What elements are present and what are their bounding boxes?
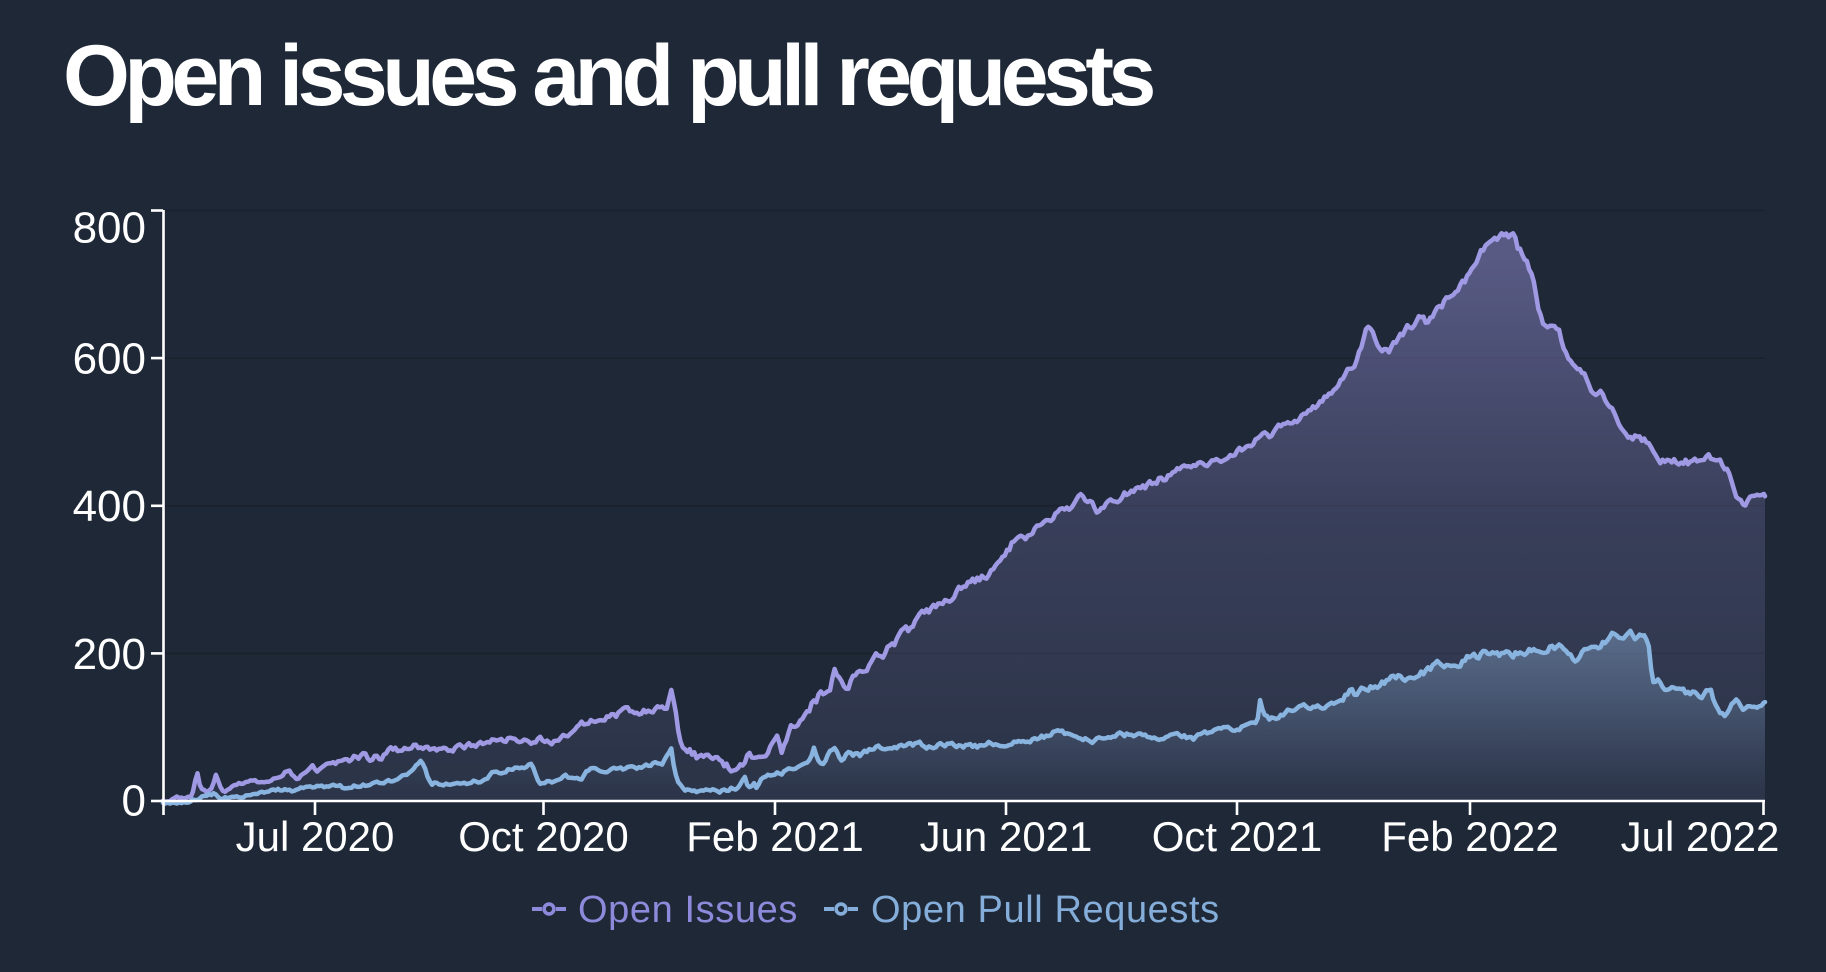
svg-text:Open Issues: Open Issues <box>578 889 798 931</box>
svg-text:Oct 2020: Oct 2020 <box>458 813 628 860</box>
svg-text:Jul 2020: Jul 2020 <box>236 813 395 860</box>
svg-text:0: 0 <box>122 776 146 825</box>
svg-text:Open issues and pull requests: Open issues and pull requests <box>63 28 1154 124</box>
svg-text:Jun 2021: Jun 2021 <box>920 813 1093 860</box>
svg-text:800: 800 <box>73 203 146 252</box>
svg-text:Feb 2022: Feb 2022 <box>1381 813 1558 860</box>
svg-text:Oct 2021: Oct 2021 <box>1152 813 1322 860</box>
svg-text:Open Pull Requests: Open Pull Requests <box>871 889 1220 931</box>
svg-text:200: 200 <box>73 630 146 679</box>
svg-text:600: 600 <box>73 335 146 384</box>
svg-text:400: 400 <box>73 482 146 531</box>
svg-text:Jul 2022: Jul 2022 <box>1621 813 1780 860</box>
svg-text:Feb 2021: Feb 2021 <box>686 813 863 860</box>
